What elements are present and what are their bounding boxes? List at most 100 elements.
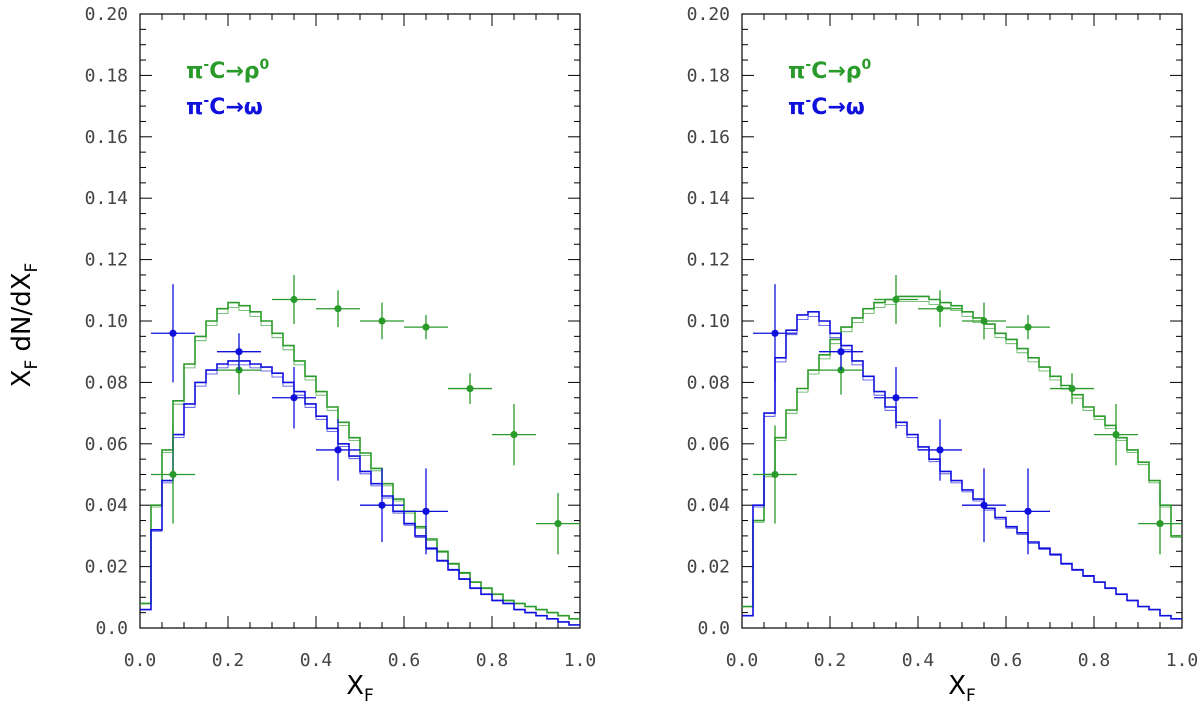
data-marker bbox=[169, 470, 177, 479]
data-point bbox=[1050, 373, 1094, 404]
data-marker bbox=[378, 501, 386, 509]
y-tick-label: 0.16 bbox=[687, 127, 730, 148]
data-marker bbox=[235, 348, 243, 356]
y-tick-label: 0.04 bbox=[85, 495, 128, 516]
data-point bbox=[962, 468, 1006, 543]
data-marker bbox=[169, 329, 177, 337]
data-marker bbox=[892, 295, 900, 304]
x-tick-label: 0.4 bbox=[902, 650, 935, 671]
data-marker bbox=[1068, 384, 1076, 393]
data-marker bbox=[980, 317, 988, 325]
data-point bbox=[753, 284, 797, 383]
data-marker bbox=[1024, 323, 1032, 331]
data-marker bbox=[290, 394, 298, 402]
y-tick-label: 0.18 bbox=[687, 65, 730, 86]
data-point bbox=[1094, 403, 1138, 466]
data-marker bbox=[554, 520, 562, 528]
data-point bbox=[217, 333, 261, 371]
y-tick-label: 0.10 bbox=[85, 311, 128, 332]
data-point bbox=[753, 425, 797, 524]
y-tick-label: 0.18 bbox=[85, 65, 128, 86]
chart-panel-2: 0.0 0.02 0.04 0.06 0.08 0.10 0.12 0.14 0.16 0.18 0… bbox=[687, 4, 1199, 706]
data-marker bbox=[378, 317, 386, 325]
series-line-0 bbox=[742, 295, 1182, 608]
x-tick-label: 0.0 bbox=[726, 650, 759, 671]
data-point bbox=[360, 302, 404, 340]
data-point bbox=[962, 302, 1006, 340]
y-tick-label: 0.04 bbox=[687, 495, 730, 516]
data-marker bbox=[466, 384, 474, 393]
y-tick-label: 0.16 bbox=[85, 127, 128, 148]
x-tick-label: 0.6 bbox=[990, 650, 1023, 671]
data-marker bbox=[290, 295, 298, 304]
data-marker bbox=[1112, 430, 1120, 439]
data-point bbox=[316, 290, 360, 328]
x-tick-label: 0.4 bbox=[300, 650, 333, 671]
data-point bbox=[1138, 492, 1182, 555]
y-tick-label: 0.14 bbox=[85, 188, 128, 209]
x-tick-label: 0.0 bbox=[124, 650, 157, 671]
data-marker bbox=[422, 507, 430, 515]
x-tick-label: 0.6 bbox=[388, 650, 421, 671]
y-tick-label: 0.20 bbox=[687, 4, 730, 25]
data-point bbox=[448, 373, 492, 404]
data-point bbox=[360, 468, 404, 543]
data-point bbox=[272, 274, 316, 325]
x-tick-label: 0.2 bbox=[212, 650, 245, 671]
legend-entry-2: π-C→ω bbox=[186, 93, 263, 120]
data-marker bbox=[936, 305, 944, 313]
y-tick-label: 0.08 bbox=[687, 372, 730, 393]
data-marker bbox=[771, 329, 779, 337]
data-marker bbox=[1024, 507, 1032, 515]
y-tick-label: 0.10 bbox=[687, 311, 730, 332]
data-point bbox=[1006, 468, 1050, 555]
data-point bbox=[492, 403, 536, 466]
x-tick-label: 0.2 bbox=[814, 650, 847, 671]
data-point bbox=[918, 419, 962, 481]
data-marker bbox=[334, 446, 342, 454]
data-point bbox=[874, 274, 918, 325]
y-tick-label: 0.12 bbox=[687, 250, 730, 271]
data-point bbox=[151, 425, 195, 524]
data-point bbox=[316, 419, 360, 481]
y-tick-label: 0.08 bbox=[85, 372, 128, 393]
series-band-0 bbox=[742, 301, 1182, 608]
data-point bbox=[536, 492, 580, 555]
series-band-1 bbox=[140, 364, 580, 626]
data-marker bbox=[334, 305, 342, 313]
legend-entry-2: π-C→ω bbox=[788, 93, 865, 120]
data-marker bbox=[771, 470, 779, 479]
y-tick-label: 0.06 bbox=[687, 434, 730, 455]
y-tick-label: 0.20 bbox=[85, 4, 128, 25]
series-line-1 bbox=[742, 311, 1182, 620]
y-tick-label: 0.02 bbox=[687, 557, 730, 578]
y-tick-label: 0.14 bbox=[687, 188, 730, 209]
data-point bbox=[404, 468, 448, 555]
x-tick-label: 1.0 bbox=[564, 650, 597, 671]
y-tick-label: 0.02 bbox=[85, 557, 128, 578]
y-tick-label: 0.0 bbox=[95, 618, 128, 639]
data-point bbox=[1006, 314, 1050, 340]
data-point bbox=[918, 290, 962, 328]
legend-entry-1: π-C→ρ0 bbox=[788, 57, 872, 84]
data-marker bbox=[510, 430, 518, 439]
data-marker bbox=[980, 501, 988, 509]
legend-entry-1: π-C→ρ0 bbox=[186, 57, 270, 84]
chart-panel-1: 0.0 0.02 0.04 0.06 0.08 0.10 0.12 0.14 0.16 0.18 0… bbox=[7, 4, 596, 706]
x-tick-label: 0.8 bbox=[1078, 650, 1111, 671]
data-marker bbox=[1156, 520, 1164, 528]
data-point bbox=[874, 367, 918, 429]
data-point bbox=[404, 314, 448, 340]
y-axis-label: XF dN/dXF bbox=[7, 263, 42, 388]
data-marker bbox=[892, 394, 900, 402]
data-marker bbox=[422, 323, 430, 331]
x-tick-label: 0.8 bbox=[476, 650, 509, 671]
series-line-1 bbox=[140, 360, 580, 626]
data-point bbox=[272, 367, 316, 429]
series-band-1 bbox=[742, 316, 1182, 620]
data-marker bbox=[837, 348, 845, 356]
x-axis-label: XF bbox=[948, 671, 976, 706]
data-point bbox=[151, 284, 195, 383]
x-axis-label: XF bbox=[346, 671, 374, 706]
